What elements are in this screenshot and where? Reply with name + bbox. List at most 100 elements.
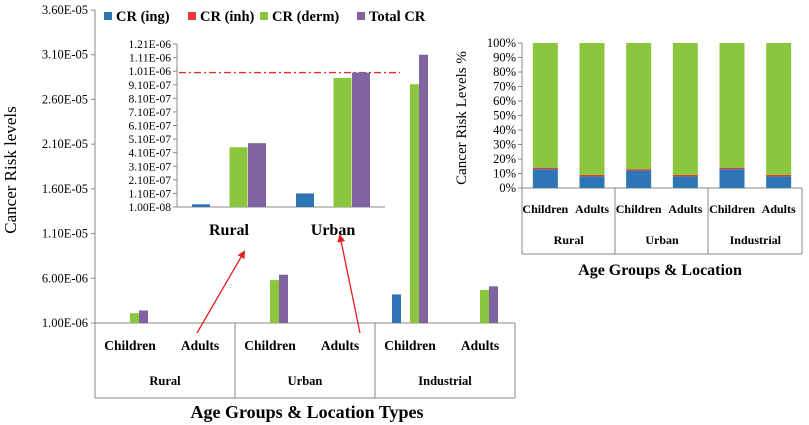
pct-category-label: Adults <box>668 202 702 216</box>
main-y-axis-title: Cancer Risk levels <box>1 106 20 233</box>
pct-bar-cr-derm <box>766 43 792 175</box>
pct-y-tick-label: 90% <box>493 51 516 65</box>
pct-bar-cr-ing <box>766 176 792 188</box>
inset-y-tick-label: 5.10E-07 <box>129 134 172 146</box>
legend-label: CR (inh) <box>200 9 255 25</box>
inset-y-tick-label: 1.11E-06 <box>129 53 171 65</box>
legend-swatch <box>357 12 365 20</box>
inset-y-tick-label: 6.10E-07 <box>129 121 172 133</box>
pct-bar-cr-inh <box>719 167 745 170</box>
inset-y-tick-label: 8.10E-07 <box>129 93 172 105</box>
main-y-tick-label: 3.60E-05 <box>42 3 88 17</box>
inset-bar-total-cr <box>352 72 370 208</box>
inset-category-label: Urban <box>311 222 356 239</box>
pct-y-tick-label: 60% <box>493 94 516 108</box>
pct-y-tick-label: 10% <box>493 167 516 181</box>
main-y-tick-label: 1.00E-06 <box>42 316 88 330</box>
pct-bar-cr-ing <box>719 169 745 188</box>
pct-category-label: Adults <box>575 202 609 216</box>
inset-y-tick-label: 1.10E-07 <box>129 188 172 200</box>
pct-y-tick-label: 80% <box>493 65 516 79</box>
main-category-label: Children <box>244 338 296 353</box>
main-bar-cr-ing <box>392 294 401 323</box>
main-bar-cr-derm <box>480 289 489 323</box>
pct-y-tick-label: 30% <box>493 138 516 152</box>
pct-x-axis-title: Age Groups & Location <box>578 262 742 279</box>
main-y-tick-label: 3.10E-05 <box>42 48 88 62</box>
inset-chart: 1.21E-06 1.11E-061.01E-06 9.10E-078.10E-07… <box>100 36 400 252</box>
pct-bar-cr-derm <box>532 43 558 168</box>
arrow-urban <box>337 234 361 334</box>
inset-y-tick-label: 1.01E-06 <box>129 66 172 78</box>
main-bar-cr-derm <box>270 280 279 323</box>
inset-bar-cr-derm <box>333 77 352 207</box>
main-category-label: Adults <box>181 338 219 353</box>
main-group-label: Rural <box>149 374 181 388</box>
inset-bar-cr-ing <box>296 193 314 207</box>
inset-y-tick-label: 2.10E-07 <box>129 175 172 187</box>
pct-group-label: Urban <box>645 233 679 247</box>
pct-bar-cr-inh <box>532 167 558 170</box>
pct-bar-cr-ing <box>672 176 698 188</box>
pct-y-tick-label: 100% <box>487 36 516 50</box>
pct-bar-cr-inh <box>626 169 652 171</box>
pct-y-tick-label: 50% <box>493 109 516 123</box>
inset-y-tick-label: 9.10E-07 <box>129 80 172 92</box>
main-category-label: Adults <box>461 338 499 353</box>
inset-bar-cr-derm <box>229 147 248 207</box>
main-category-label: Adults <box>321 338 359 353</box>
pct-bar-cr-ing <box>532 169 558 188</box>
pct-category-label: Children <box>616 202 662 216</box>
legend-swatch <box>188 12 196 20</box>
percent-chart: 0%10%20%30%40%50%60%70%80%90%100% Childr… <box>454 36 803 279</box>
pct-bar-cr-ing <box>626 170 652 188</box>
main-x-axis-title: Age Groups & Location Types <box>190 402 423 422</box>
pct-y-tick-label: 70% <box>493 80 516 94</box>
main-y-tick-label: 2.60E-05 <box>42 92 88 106</box>
inset-y-tick-label: 3.10E-07 <box>129 161 172 173</box>
pct-category-label: Adults <box>762 202 796 216</box>
legend-label: Total CR <box>369 9 426 25</box>
inset-y-tick-label: 1.21E-06 <box>129 39 172 51</box>
pct-bar-cr-inh <box>672 174 698 177</box>
pct-group-label: Rural <box>554 233 585 247</box>
main-bar-cr-derm <box>410 84 419 324</box>
inset-y-tick-label: 1.00E-08 <box>129 202 172 214</box>
main-group-label: Industrial <box>418 374 472 388</box>
arrow-rural <box>196 250 246 334</box>
inset-y-tick-label: 4.10E-07 <box>129 148 172 160</box>
main-bar-total-cr <box>139 310 148 323</box>
legend-swatch <box>260 12 268 20</box>
legend-label: CR (ing) <box>116 9 170 25</box>
main-category-label: Children <box>104 338 156 353</box>
pct-bar-cr-derm <box>626 43 652 170</box>
main-y-tick-label: 1.60E-05 <box>42 182 88 196</box>
pct-bar-cr-derm <box>719 43 745 168</box>
legend-label: CR (derm) <box>272 9 339 25</box>
pct-y-tick-label: 20% <box>493 152 516 166</box>
inset-bar-cr-ing <box>192 204 210 207</box>
main-y-tick-label: 1.10E-05 <box>42 227 88 241</box>
pct-bar-cr-inh <box>766 174 792 177</box>
legend: CR (ing) CR (inh) CR (derm) Total CR <box>104 9 426 25</box>
main-y-tick-label: 6.00E-06 <box>42 271 88 285</box>
pct-group-label: Industrial <box>730 233 782 247</box>
pct-bar-cr-derm <box>579 43 605 175</box>
pct-bar-cr-ing <box>579 176 605 188</box>
pct-y-axis-title: Cancer Risk Levels % <box>454 51 470 185</box>
inset-y-tick-label: 7.10E-07 <box>129 107 172 119</box>
main-category-label: Children <box>384 338 436 353</box>
pct-y-tick-label: 40% <box>493 123 516 137</box>
inset-bar-total-cr <box>248 143 266 207</box>
main-bar-total-cr <box>419 54 428 323</box>
main-chart: 1.00E-06 6.00E-06 1.10E-05 1.60E-05 2.10E-05… <box>1 3 516 422</box>
inset-category-label: Rural <box>209 222 250 239</box>
pct-category-label: Children <box>709 202 755 216</box>
pct-bar-cr-derm <box>672 43 698 175</box>
main-group-label: Urban <box>288 374 323 388</box>
pct-category-label: Children <box>522 202 568 216</box>
main-bar-cr-derm <box>130 313 139 323</box>
main-bar-total-cr <box>489 286 498 323</box>
pct-y-tick-label: 0% <box>499 181 516 195</box>
